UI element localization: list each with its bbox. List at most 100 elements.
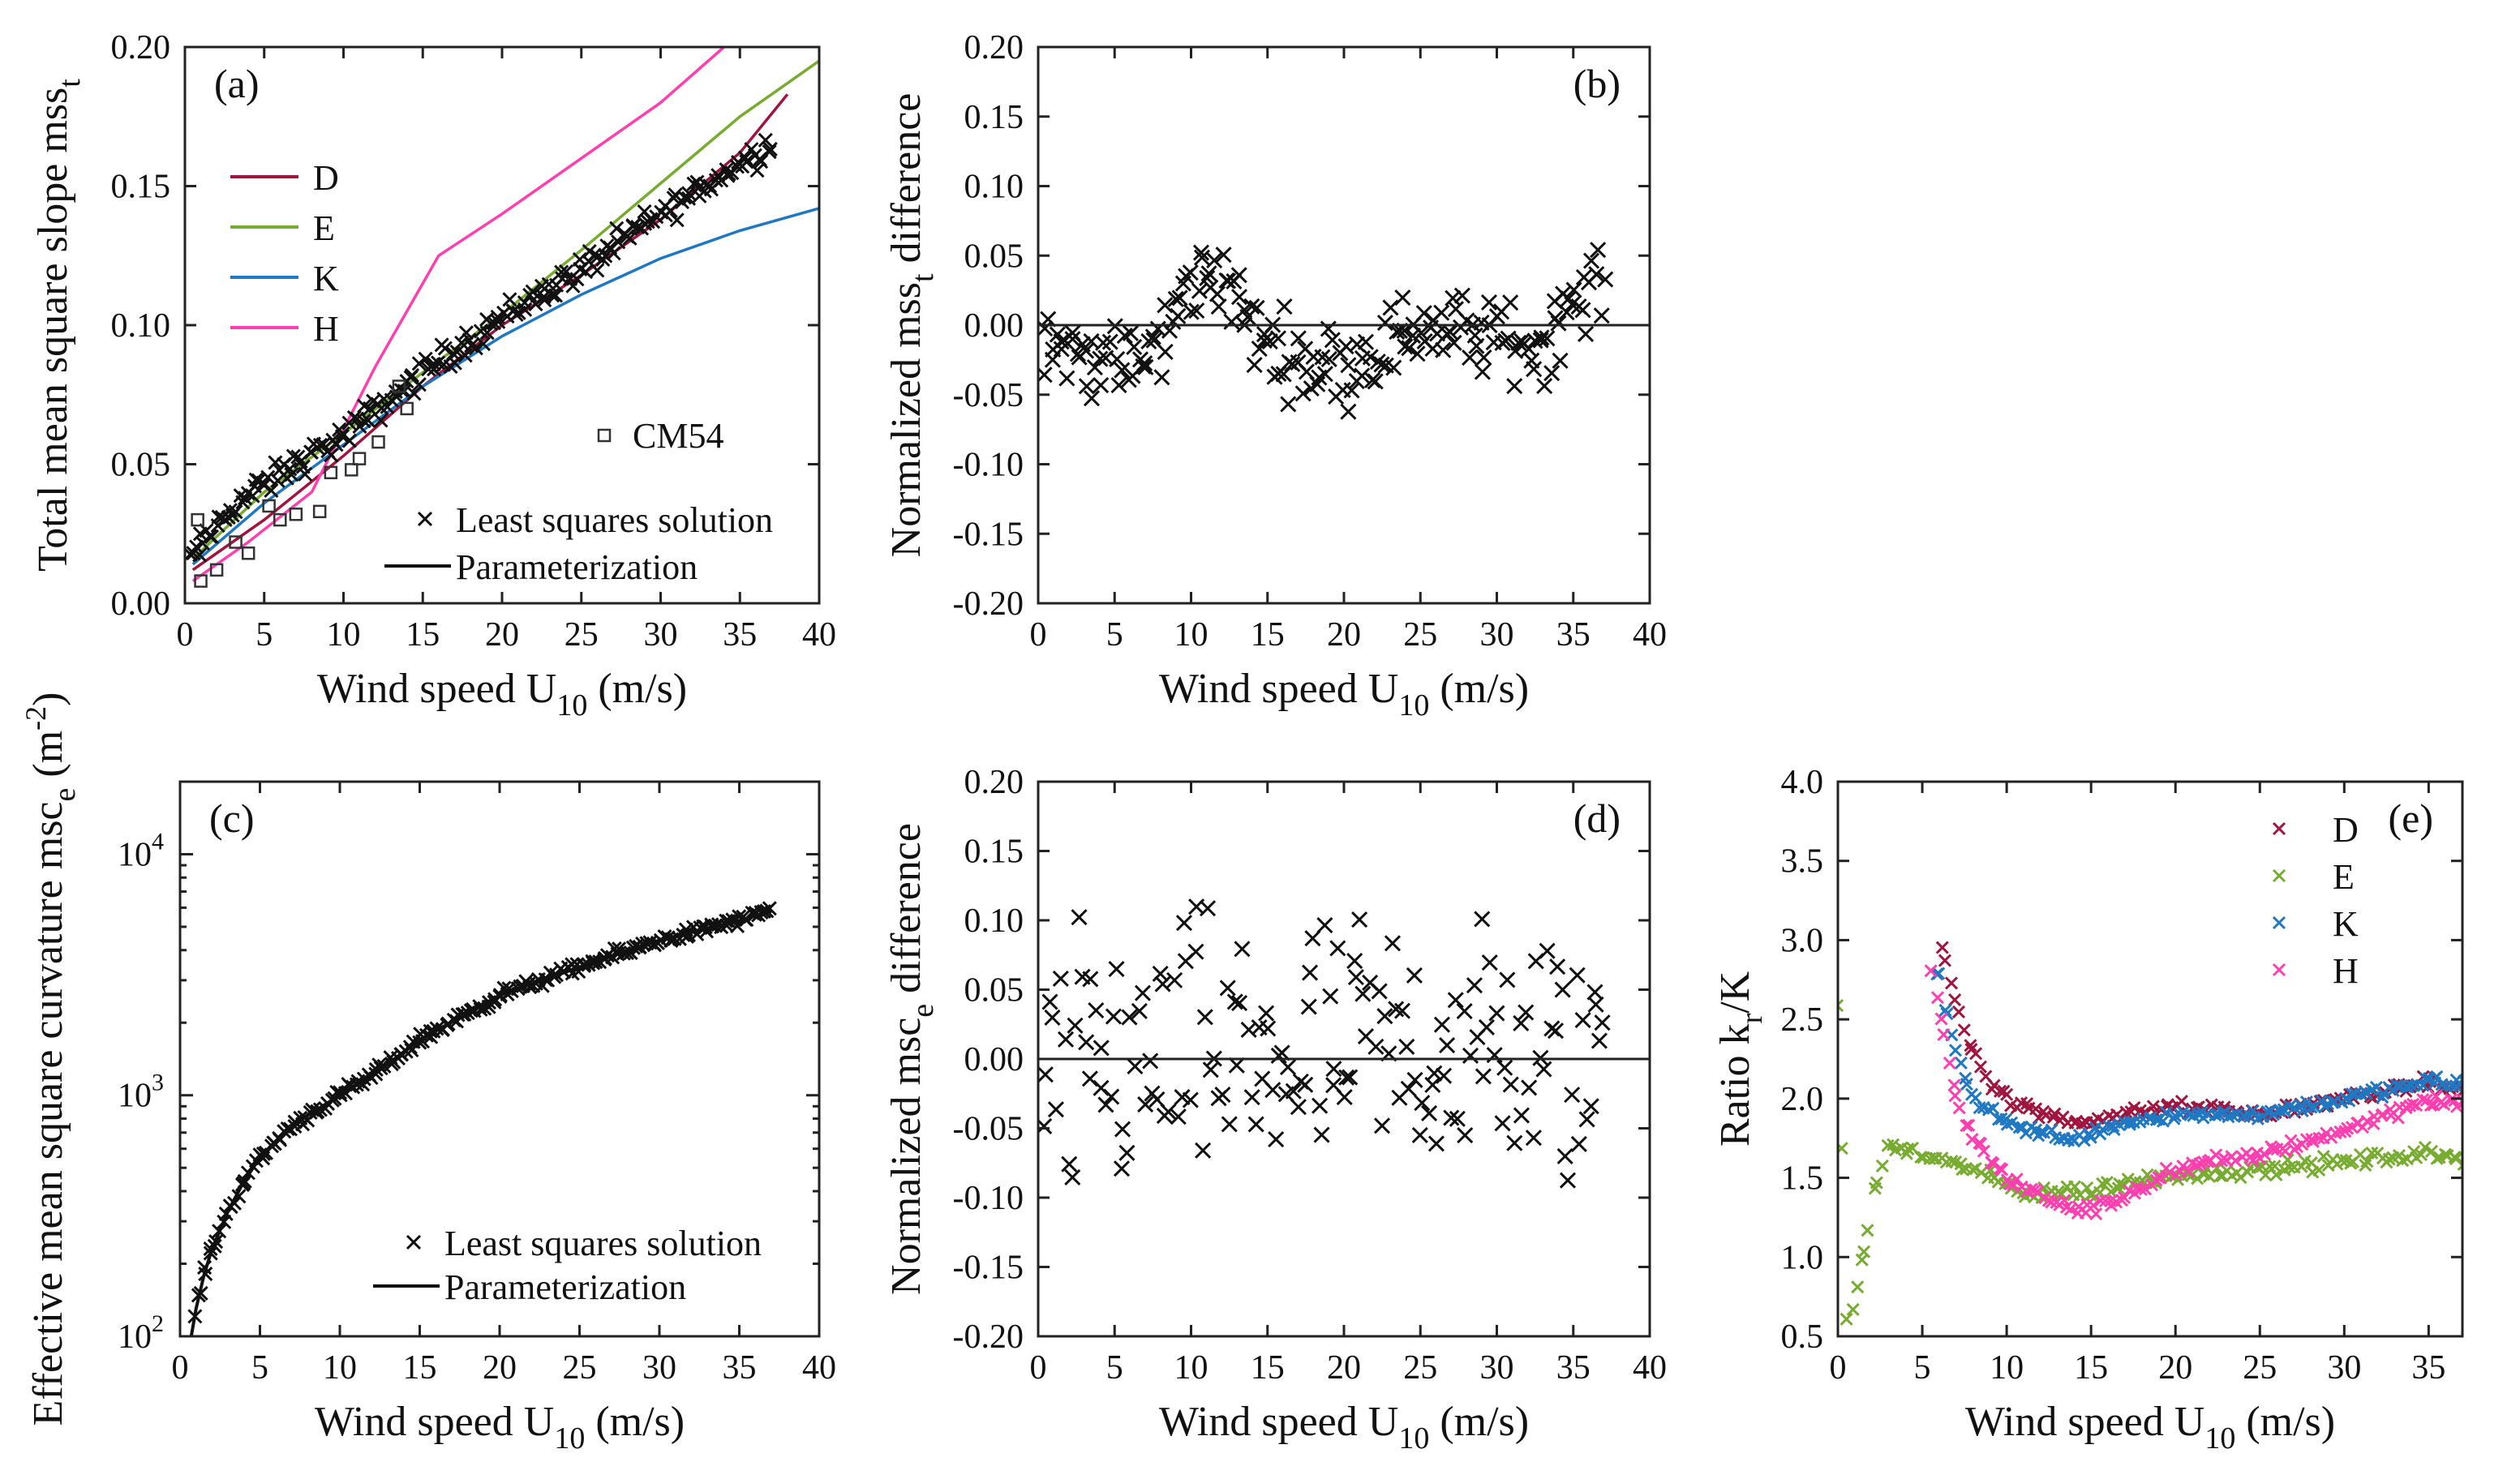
ls-point bbox=[449, 344, 465, 360]
x-label-text: Wind speed U bbox=[1159, 666, 1398, 712]
residual-point bbox=[1394, 289, 1411, 307]
y-tick-label: -0.15 bbox=[953, 516, 1024, 553]
y-label-subscript: t bbox=[906, 273, 940, 282]
residual-point bbox=[1260, 1020, 1277, 1037]
x-tick-label: 35 bbox=[1556, 616, 1591, 654]
residual-point bbox=[1552, 352, 1569, 369]
ls-point bbox=[411, 377, 427, 392]
y-label-subscript: e bbox=[48, 788, 82, 802]
residual-point bbox=[1230, 289, 1248, 306]
ratio-point-K bbox=[1960, 1077, 1973, 1091]
ratio-point-K bbox=[2246, 1104, 2260, 1117]
legend-marker-E bbox=[2272, 868, 2286, 883]
ls-point bbox=[545, 288, 560, 303]
y-tick-base: 10 bbox=[118, 1318, 152, 1356]
y-tick-base: 10 bbox=[118, 1078, 152, 1115]
ratio-point-E bbox=[2418, 1140, 2432, 1154]
residual-point bbox=[1170, 1108, 1187, 1125]
x-label-text: Wind speed U bbox=[1159, 1399, 1398, 1445]
panel-d: 0 5 10 15 20 25 30 35 40 -0.20 -0.15 -0.10 -0.05 0.00… bbox=[883, 764, 1667, 1455]
residual-point bbox=[1478, 1018, 1495, 1035]
residual-point bbox=[1535, 1061, 1552, 1078]
ls-point bbox=[429, 1021, 444, 1036]
x-tick-label: 0 bbox=[177, 616, 194, 654]
residual-point bbox=[1052, 970, 1069, 987]
residual-point bbox=[1494, 1115, 1511, 1132]
legend-label-D: D bbox=[2333, 810, 2359, 850]
y-tick-label: 0.05 bbox=[964, 972, 1024, 1010]
residual-point bbox=[1175, 915, 1193, 932]
residual-point bbox=[1192, 244, 1210, 261]
ls-point bbox=[491, 314, 506, 329]
residual-point bbox=[1536, 377, 1553, 395]
residual-point bbox=[1347, 969, 1364, 986]
ratio-point-D bbox=[1993, 1084, 2007, 1098]
residual-point bbox=[1191, 282, 1208, 299]
ls-point bbox=[341, 433, 357, 448]
ratio-point-K bbox=[2077, 1134, 2091, 1147]
residual-point bbox=[1219, 980, 1236, 997]
residual-point bbox=[1078, 1034, 1095, 1051]
ratio-point-K bbox=[1981, 1103, 1996, 1117]
legend-label-H: H bbox=[2333, 951, 2359, 991]
ratio-point-H bbox=[2138, 1182, 2153, 1196]
residual-point bbox=[1214, 1087, 1231, 1104]
residual-point bbox=[1122, 324, 1140, 342]
residual-point bbox=[1182, 264, 1199, 281]
x-axis-label: Wind speed U10 (m/s) bbox=[1159, 666, 1529, 722]
ls-point bbox=[212, 1224, 227, 1239]
ratio-point-H bbox=[1962, 1118, 1976, 1132]
x-label-suffix: (m/s) bbox=[1429, 666, 1529, 712]
residual-point bbox=[1246, 357, 1263, 374]
ratio-point-H bbox=[2450, 1100, 2462, 1113]
x-tick-label: 5 bbox=[1106, 616, 1123, 654]
ls-point bbox=[680, 186, 697, 201]
residual-point bbox=[1114, 1121, 1131, 1138]
residual-point bbox=[1462, 1047, 1479, 1065]
x-tick-label: 10 bbox=[1990, 1349, 2024, 1387]
residual-point bbox=[1199, 269, 1216, 286]
ratio-point-H bbox=[2117, 1190, 2131, 1205]
residual-point bbox=[1137, 358, 1154, 375]
residual-point bbox=[1290, 1099, 1307, 1116]
residual-point bbox=[1574, 302, 1591, 319]
ratio-point-H bbox=[1930, 991, 1945, 1005]
cm54-point bbox=[312, 504, 327, 519]
ls-point bbox=[208, 1234, 224, 1250]
x-tick-label: 25 bbox=[565, 616, 599, 654]
residual-point bbox=[1301, 964, 1319, 981]
residual-point bbox=[1196, 1009, 1213, 1026]
x-tick-label: 20 bbox=[1327, 1349, 1361, 1387]
x-label-subscript: 10 bbox=[554, 1421, 585, 1455]
residual-point bbox=[1324, 332, 1341, 349]
residual-point bbox=[1195, 1142, 1212, 1159]
residual-point bbox=[1126, 338, 1143, 355]
ratio-point-K bbox=[2315, 1094, 2329, 1108]
x-tick-label: 0 bbox=[172, 1349, 189, 1387]
cm54-point bbox=[229, 535, 243, 549]
ratio-point-E bbox=[1901, 1142, 1915, 1156]
x-tick-label: 5 bbox=[255, 616, 273, 654]
ls-point bbox=[762, 144, 777, 160]
ls-point bbox=[749, 163, 765, 178]
ratio-point-E bbox=[2365, 1146, 2379, 1160]
residual-point bbox=[1569, 967, 1586, 984]
cm54-point bbox=[400, 401, 414, 416]
x-label-suffix: (m/s) bbox=[1429, 1399, 1529, 1445]
ratio-point-K bbox=[2005, 1116, 2019, 1130]
y-tick-label: -0.20 bbox=[953, 1318, 1024, 1356]
x-tick-label: 15 bbox=[406, 616, 440, 654]
residual-point bbox=[1457, 1127, 1474, 1144]
legend-ls-marker bbox=[406, 1234, 422, 1250]
x-tick-label: 15 bbox=[403, 1349, 437, 1387]
series-line-H bbox=[191, 47, 725, 583]
residual-point bbox=[1276, 298, 1293, 315]
residual-point bbox=[1533, 329, 1550, 346]
residual-point bbox=[1200, 265, 1217, 282]
residual-point bbox=[1426, 1065, 1443, 1082]
x-tick-label: 10 bbox=[327, 616, 361, 654]
ls-point bbox=[590, 263, 605, 278]
legend-label-D: D bbox=[313, 158, 339, 198]
residual-point bbox=[1183, 303, 1200, 320]
y-tick-label: -0.10 bbox=[953, 447, 1024, 484]
